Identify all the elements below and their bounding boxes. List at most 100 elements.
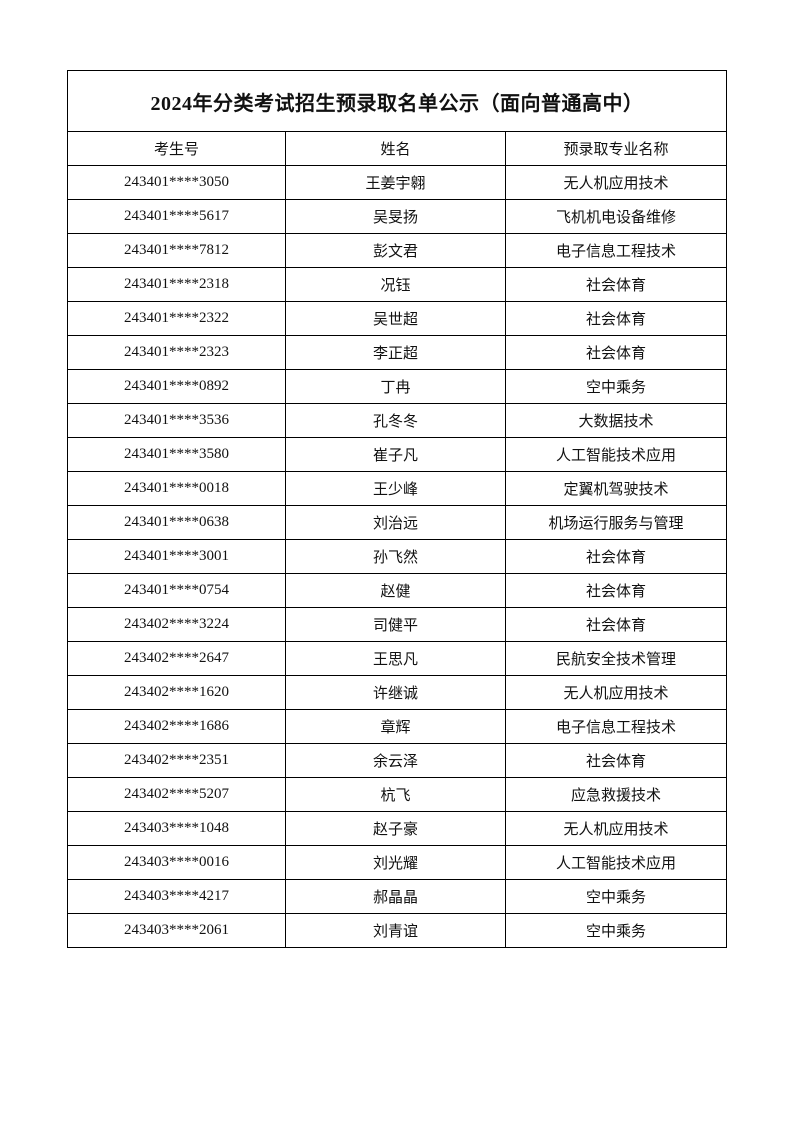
major-cell: 无人机应用技术	[504, 165, 728, 200]
name-cell: 王思凡	[285, 641, 506, 676]
candidate-id-cell: 243401****0892	[67, 369, 286, 404]
table-row: 243401****2322 吴世超 社会体育	[67, 301, 728, 336]
major-cell: 应急救援技术	[504, 777, 728, 812]
table-row: 243403****4217 郝晶晶 空中乘务	[67, 879, 728, 914]
table-row: 243401****7812 彭文君 电子信息工程技术	[67, 233, 728, 268]
table-row: 243403****0016 刘光耀 人工智能技术应用	[67, 845, 728, 880]
table-header-row: 考生号 姓名 预录取专业名称	[67, 131, 728, 166]
candidate-id-cell: 243401****2322	[67, 301, 286, 336]
major-cell: 社会体育	[504, 335, 728, 370]
table-row: 243401****0638 刘治远 机场运行服务与管理	[67, 505, 728, 540]
table-row: 243401****3536 孔冬冬 大数据技术	[67, 403, 728, 438]
name-cell: 余云泽	[285, 743, 506, 778]
candidate-id-cell: 243401****0754	[67, 573, 286, 608]
name-cell: 刘治远	[285, 505, 506, 540]
name-cell: 赵健	[285, 573, 506, 608]
candidate-id-cell: 243401****2318	[67, 267, 286, 302]
admission-list-table: 2024年分类考试招生预录取名单公示（面向普通高中） 考生号 姓名 预录取专业名…	[66, 70, 728, 948]
name-cell: 彭文君	[285, 233, 506, 268]
name-cell: 崔子凡	[285, 437, 506, 472]
table-body: 243401****3050 王姜宇翱 无人机应用技术 243401****5617 吴…	[67, 165, 728, 948]
candidate-id-cell: 243402****2647	[67, 641, 286, 676]
major-cell: 空中乘务	[504, 879, 728, 914]
name-cell: 况钰	[285, 267, 506, 302]
name-cell: 王姜宇翱	[285, 165, 506, 200]
major-cell: 人工智能技术应用	[504, 437, 728, 472]
name-cell: 孔冬冬	[285, 403, 506, 438]
name-cell: 吴旻扬	[285, 199, 506, 234]
candidate-id-cell: 243401****3001	[67, 539, 286, 574]
table-row: 243401****2318 况钰 社会体育	[67, 267, 728, 302]
major-cell: 空中乘务	[504, 913, 728, 948]
major-cell: 空中乘务	[504, 369, 728, 404]
candidate-id-cell: 243402****1620	[67, 675, 286, 710]
major-cell: 社会体育	[504, 539, 728, 574]
major-cell: 无人机应用技术	[504, 811, 728, 846]
table-row: 243401****0018 王少峰 定翼机驾驶技术	[67, 471, 728, 506]
major-cell: 社会体育	[504, 301, 728, 336]
major-cell: 社会体育	[504, 743, 728, 778]
name-cell: 司健平	[285, 607, 506, 642]
table-row: 243401****0754 赵健 社会体育	[67, 573, 728, 608]
name-cell: 刘光耀	[285, 845, 506, 880]
candidate-id-cell: 243403****1048	[67, 811, 286, 846]
table-row: 243401****3001 孙飞然 社会体育	[67, 539, 728, 574]
table-row: 243401****2323 李正超 社会体育	[67, 335, 728, 370]
candidate-id-cell: 243401****0018	[67, 471, 286, 506]
table-row: 243402****1686 章辉 电子信息工程技术	[67, 709, 728, 744]
name-cell: 刘青谊	[285, 913, 506, 948]
name-cell: 吴世超	[285, 301, 506, 336]
major-cell: 民航安全技术管理	[504, 641, 728, 676]
major-cell: 社会体育	[504, 267, 728, 302]
table-row: 243402****5207 杭飞 应急救援技术	[67, 777, 728, 812]
major-cell: 大数据技术	[504, 403, 728, 438]
major-cell: 电子信息工程技术	[504, 233, 728, 268]
candidate-id-cell: 243403****2061	[67, 913, 286, 948]
candidate-id-cell: 243402****5207	[67, 777, 286, 812]
table-row: 243403****1048 赵子豪 无人机应用技术	[67, 811, 728, 846]
candidate-id-cell: 243402****3224	[67, 607, 286, 642]
table-row: 243402****3224 司健平 社会体育	[67, 607, 728, 642]
candidate-id-cell: 243401****3536	[67, 403, 286, 438]
table-row: 243403****2061 刘青谊 空中乘务	[67, 913, 728, 948]
candidate-id-cell: 243403****4217	[67, 879, 286, 914]
major-cell: 定翼机驾驶技术	[504, 471, 728, 506]
candidate-id-cell: 243401****3050	[67, 165, 286, 200]
major-cell: 社会体育	[504, 607, 728, 642]
candidate-id-cell: 243403****0016	[67, 845, 286, 880]
title-row: 2024年分类考试招生预录取名单公示（面向普通高中）	[66, 70, 728, 132]
table-row: 243402****2351 余云泽 社会体育	[67, 743, 728, 778]
candidate-id-cell: 243401****2323	[67, 335, 286, 370]
name-cell: 丁冉	[285, 369, 506, 404]
table-row: 243402****1620 许继诚 无人机应用技术	[67, 675, 728, 710]
column-header-major: 预录取专业名称	[504, 131, 728, 166]
candidate-id-cell: 243402****1686	[67, 709, 286, 744]
name-cell: 王少峰	[285, 471, 506, 506]
table-row: 243401****5617 吴旻扬 飞机机电设备维修	[67, 199, 728, 234]
name-cell: 李正超	[285, 335, 506, 370]
major-cell: 电子信息工程技术	[504, 709, 728, 744]
major-cell: 社会体育	[504, 573, 728, 608]
column-header-name: 姓名	[285, 131, 506, 166]
column-header-candidate-id: 考生号	[67, 131, 286, 166]
candidate-id-cell: 243401****3580	[67, 437, 286, 472]
major-cell: 机场运行服务与管理	[504, 505, 728, 540]
name-cell: 赵子豪	[285, 811, 506, 846]
page-title: 2024年分类考试招生预录取名单公示（面向普通高中）	[66, 70, 728, 132]
name-cell: 孙飞然	[285, 539, 506, 574]
table-row: 243401****3050 王姜宇翱 无人机应用技术	[67, 165, 728, 200]
table-row: 243401****0892 丁冉 空中乘务	[67, 369, 728, 404]
name-cell: 杭飞	[285, 777, 506, 812]
candidate-id-cell: 243401****7812	[67, 233, 286, 268]
major-cell: 飞机机电设备维修	[504, 199, 728, 234]
name-cell: 章辉	[285, 709, 506, 744]
name-cell: 郝晶晶	[285, 879, 506, 914]
candidate-id-cell: 243401****5617	[67, 199, 286, 234]
major-cell: 无人机应用技术	[504, 675, 728, 710]
table-row: 243402****2647 王思凡 民航安全技术管理	[67, 641, 728, 676]
candidate-id-cell: 243401****0638	[67, 505, 286, 540]
major-cell: 人工智能技术应用	[504, 845, 728, 880]
name-cell: 许继诚	[285, 675, 506, 710]
candidate-id-cell: 243402****2351	[67, 743, 286, 778]
